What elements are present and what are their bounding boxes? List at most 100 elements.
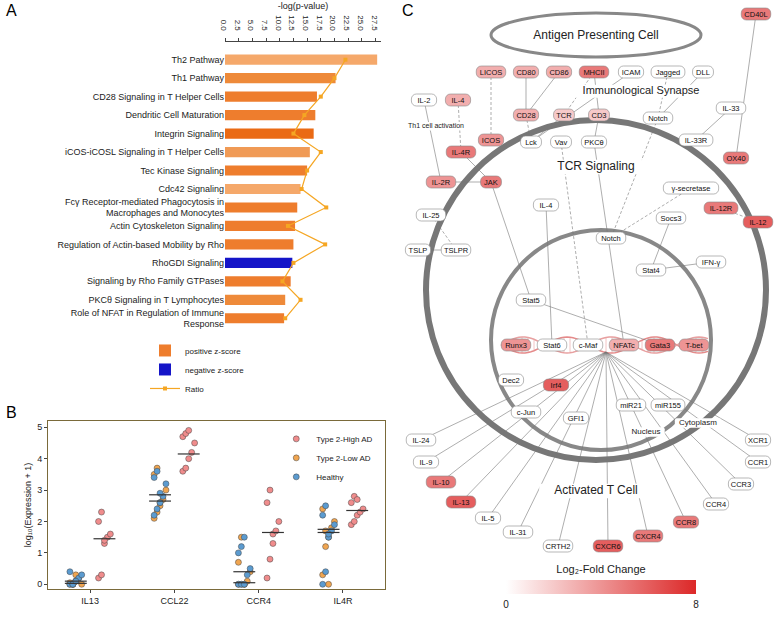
svg-text:log₁₀(Expression + 1): log₁₀(Expression + 1) (23, 463, 33, 548)
svg-text:Runx3: Runx3 (505, 341, 527, 350)
svg-text:CD28: CD28 (516, 111, 535, 120)
svg-text:Stat5: Stat5 (522, 296, 540, 305)
svg-text:15.0: 15.0 (301, 15, 310, 31)
svg-text:0.0: 0.0 (219, 20, 228, 32)
svg-text:TCR: TCR (556, 111, 572, 120)
svg-text:3: 3 (37, 485, 42, 495)
svg-text:IL-4R: IL-4R (452, 148, 471, 157)
svg-text:CD28 Signaling in T Helper Cel: CD28 Signaling in T Helper Cells (93, 92, 225, 102)
svg-text:IL-4: IL-4 (540, 201, 553, 210)
svg-text:12.5: 12.5 (287, 15, 296, 31)
svg-text:22.5: 22.5 (342, 15, 351, 31)
svg-text:Antigen Presenting Cell: Antigen Presenting Cell (533, 28, 658, 42)
svg-text:TSLP: TSLP (409, 246, 428, 255)
svg-text:-log(p-value): -log(p-value) (278, 1, 329, 11)
svg-text:Immunological Synapse: Immunological Synapse (583, 84, 700, 96)
svg-text:Actin Cytoskeleton Signaling: Actin Cytoskeleton Signaling (110, 221, 224, 231)
svg-text:CCR4: CCR4 (246, 596, 271, 606)
svg-text:IL-24: IL-24 (412, 436, 429, 445)
svg-text:CCR4: CCR4 (706, 500, 726, 509)
svg-text:Fcγ Receptor-mediated Phagocyt: Fcγ Receptor-mediated Phagocytosis inMac… (65, 197, 225, 219)
svg-text:Dendritic Cell Maturation: Dendritic Cell Maturation (125, 110, 224, 120)
svg-text:25.0: 25.0 (356, 15, 365, 31)
svg-text:Gata3: Gata3 (650, 341, 670, 350)
svg-text:CRTH2: CRTH2 (546, 542, 571, 551)
svg-text:CCR3: CCR3 (731, 480, 751, 489)
svg-text:IL-12: IL-12 (749, 218, 766, 227)
svg-text:IL-33: IL-33 (722, 104, 739, 113)
svg-text:negative z-score: negative z-score (185, 366, 244, 375)
svg-text:IL-13: IL-13 (452, 498, 469, 507)
svg-text:RhoGDI Signaling: RhoGDI Signaling (152, 258, 224, 268)
svg-text:Healthy: Healthy (316, 473, 343, 482)
svg-text:Ratio: Ratio (185, 385, 204, 394)
svg-text:miR21: miR21 (620, 401, 642, 410)
svg-text:Stat6: Stat6 (543, 341, 561, 350)
svg-text:CD3: CD3 (591, 111, 606, 120)
svg-text:Cdc42 Signaling: Cdc42 Signaling (158, 184, 224, 194)
svg-text:0: 0 (503, 599, 509, 610)
svg-text:CD40L: CD40L (744, 10, 767, 19)
svg-text:Notch: Notch (601, 234, 621, 243)
svg-text:PKCθ Signaling in T Lymphocyte: PKCθ Signaling in T Lymphocytes (89, 295, 225, 305)
svg-text:CD86: CD86 (549, 68, 568, 77)
svg-text:CCR8: CCR8 (676, 518, 696, 527)
svg-text:Activated T Cell: Activated T Cell (554, 483, 638, 497)
svg-text:Regulation of Actin-based Mobi: Regulation of Actin-based Mobility by Rh… (57, 240, 224, 250)
svg-text:IL-4: IL-4 (452, 96, 465, 105)
svg-text:Signaling by Rho Family GTPase: Signaling by Rho Family GTPases (87, 276, 225, 286)
svg-text:Jagged: Jagged (656, 68, 681, 77)
svg-text:c-Maf: c-Maf (579, 341, 599, 350)
svg-text:IL-33R: IL-33R (685, 136, 708, 145)
svg-text:Lck: Lck (525, 138, 537, 147)
svg-text:Cytoplasm: Cytoplasm (679, 418, 717, 427)
svg-text:27.5: 27.5 (370, 15, 379, 31)
svg-text:GFI1: GFI1 (568, 414, 585, 423)
svg-text:IL-2R: IL-2R (432, 178, 451, 187)
svg-text:Socs3: Socs3 (661, 214, 682, 223)
svg-text:IL-31: IL-31 (509, 528, 526, 537)
svg-text:Stat4: Stat4 (642, 266, 660, 275)
svg-text:5.0: 5.0 (246, 20, 255, 32)
svg-text:TCR Signaling: TCR Signaling (557, 159, 634, 173)
svg-text:ICAM: ICAM (622, 68, 641, 77)
svg-text:IL-25: IL-25 (422, 211, 439, 220)
svg-text:2.5: 2.5 (233, 20, 242, 32)
svg-text:Th1 Pathway: Th1 Pathway (171, 73, 224, 83)
svg-text:positive z-score: positive z-score (185, 347, 241, 356)
svg-text:IL-12R: IL-12R (710, 204, 733, 213)
svg-text:PKCθ: PKCθ (584, 138, 604, 147)
svg-text:OX40: OX40 (726, 154, 745, 163)
svg-text:Irf4: Irf4 (551, 381, 562, 390)
svg-text:Type 2-High AD: Type 2-High AD (316, 435, 372, 444)
svg-text:IFN-γ: IFN-γ (702, 258, 721, 267)
svg-text:Dec2: Dec2 (502, 376, 520, 385)
svg-text:LICOS: LICOS (480, 68, 503, 77)
svg-text:CXCR6: CXCR6 (595, 542, 620, 551)
svg-text:Role of NFAT in Regulation of: Role of NFAT in Regulation of ImmuneResp… (71, 308, 224, 330)
svg-text:Notch: Notch (648, 114, 668, 123)
svg-text:IL13: IL13 (81, 596, 99, 606)
svg-text:5: 5 (37, 422, 42, 432)
svg-text:DLL: DLL (696, 68, 710, 77)
svg-text:XCR1: XCR1 (748, 436, 768, 445)
svg-text:7.5: 7.5 (260, 20, 269, 32)
svg-text:1: 1 (37, 548, 42, 558)
svg-text:CCR1: CCR1 (748, 458, 768, 467)
svg-text:2: 2 (37, 517, 42, 527)
svg-text:NFATc: NFATc (613, 341, 635, 350)
svg-text:IL4R: IL4R (333, 596, 353, 606)
svg-text:4: 4 (37, 454, 42, 464)
svg-text:Integrin Signaling: Integrin Signaling (154, 129, 224, 139)
svg-text:CXCR4: CXCR4 (635, 532, 660, 541)
svg-text:CCL22: CCL22 (160, 596, 188, 606)
svg-text:0: 0 (37, 579, 42, 589)
svg-text:T-bet: T-bet (685, 341, 703, 350)
svg-text:Tec Kinase Signaling: Tec Kinase Signaling (140, 166, 224, 176)
svg-text:ICOS: ICOS (482, 136, 500, 145)
svg-text:JAK: JAK (484, 178, 498, 187)
svg-text:iCOS-iCOSL Signaling in T Help: iCOS-iCOSL Signaling in T Helper Cells (65, 147, 224, 157)
svg-text:20.0: 20.0 (328, 15, 337, 31)
svg-text:Nucleus: Nucleus (632, 427, 661, 436)
svg-text:IL-9: IL-9 (420, 458, 433, 467)
